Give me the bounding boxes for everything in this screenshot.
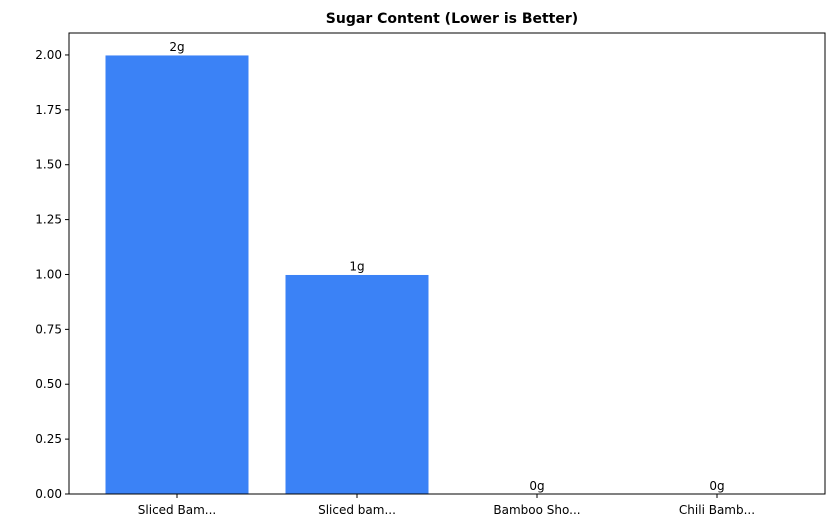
x-tick-label: Chili Bamb...	[679, 503, 755, 517]
y-tick-label: 0.25	[35, 432, 62, 446]
chart-title: Sugar Content (Lower is Better)	[326, 11, 578, 27]
y-tick-label: 0.75	[35, 322, 62, 336]
x-tick-label: Bamboo Sho...	[493, 503, 580, 517]
y-tick-label: 1.50	[35, 158, 62, 172]
bar-value-label: 0g	[709, 479, 724, 493]
plot-area: 0.00 0.25 0.50 0.75 1.00 1.25 1.50 1.75 2.00 2g Sl…	[35, 40, 755, 517]
bar	[104, 54, 250, 495]
x-tick-label: Sliced Bam...	[138, 503, 216, 517]
y-tick-label: 1.25	[35, 213, 62, 227]
y-tick-label: 2.00	[35, 48, 62, 62]
bar-value-label: 0g	[529, 479, 544, 493]
bar-value-label: 2g	[169, 40, 184, 54]
plot-frame	[68, 32, 826, 495]
y-tick-label: 1.00	[35, 267, 62, 281]
y-tick-label: 0.50	[35, 377, 62, 391]
y-tick-label: 0.00	[35, 487, 62, 501]
y-tick-label: 1.75	[35, 103, 62, 117]
bar	[284, 273, 430, 495]
bar-value-label: 1g	[349, 259, 364, 273]
x-tick-label: Sliced bam...	[318, 503, 396, 517]
